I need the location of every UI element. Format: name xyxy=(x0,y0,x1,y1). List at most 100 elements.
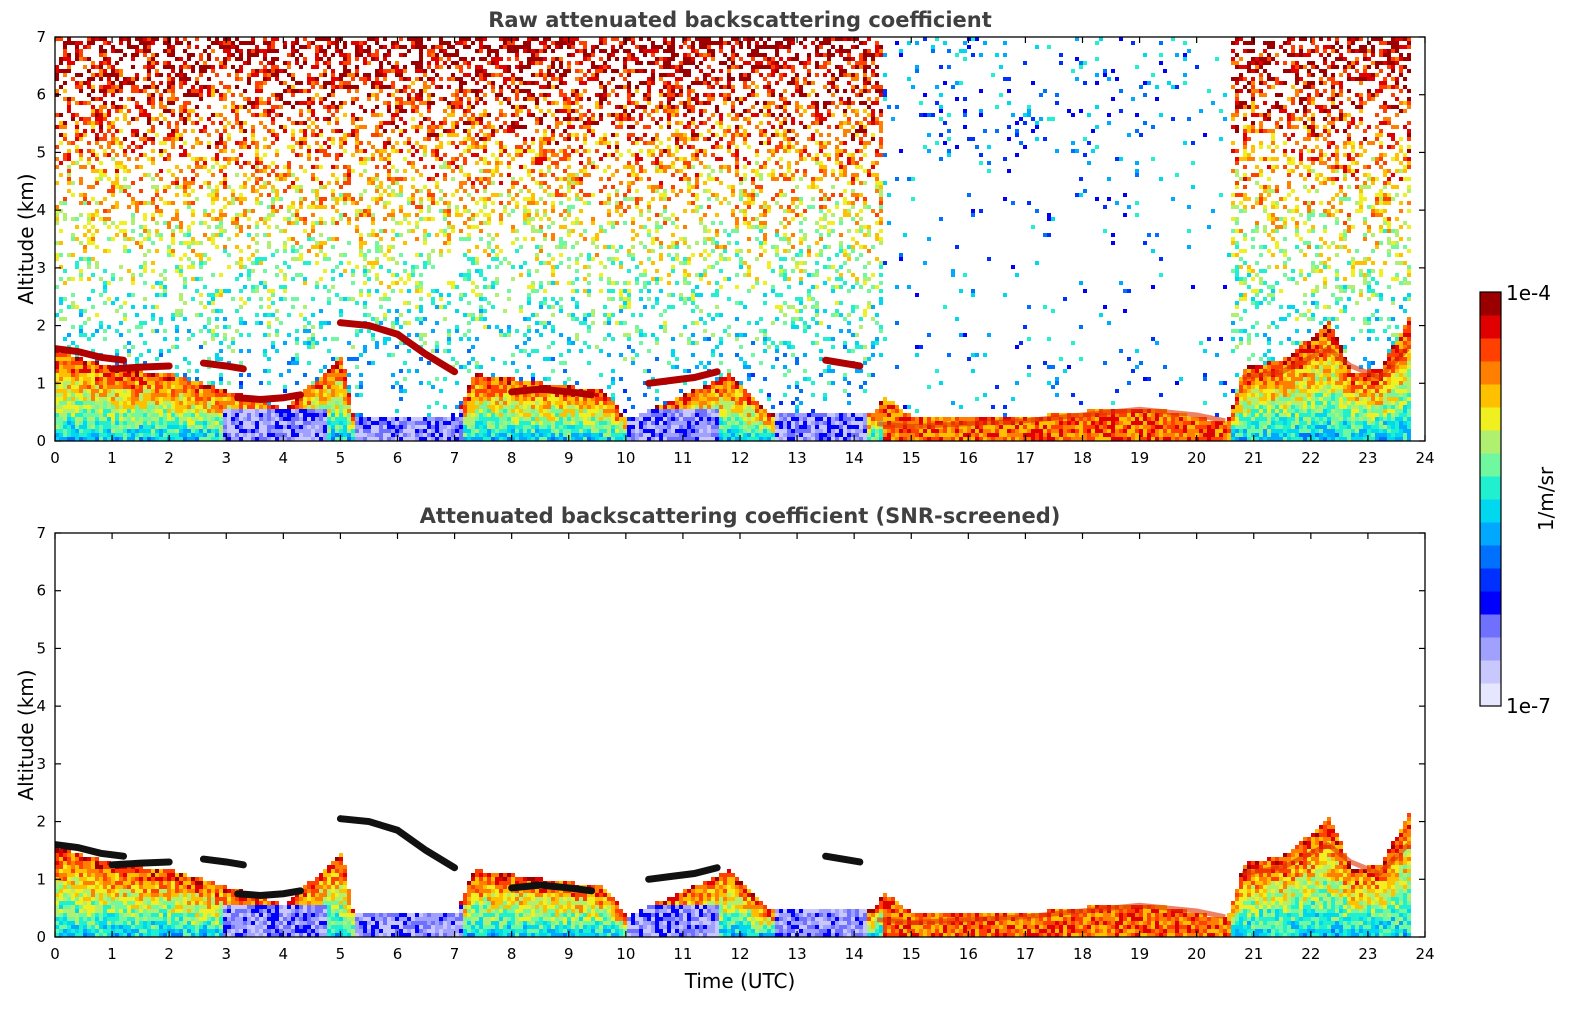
field-cell xyxy=(239,349,243,353)
field-cell xyxy=(451,53,455,57)
field-cell xyxy=(459,273,463,277)
field-cell xyxy=(263,413,267,417)
field-cell xyxy=(315,117,319,121)
field-cell xyxy=(515,97,519,101)
field-cell xyxy=(315,421,319,425)
field-cell xyxy=(259,101,263,105)
field-cell xyxy=(335,153,339,157)
field-cell xyxy=(407,429,411,433)
field-cell xyxy=(251,125,255,129)
field-cell xyxy=(483,385,487,389)
field-cell xyxy=(331,85,335,89)
field-cell xyxy=(291,429,295,433)
field-cell xyxy=(63,213,67,217)
field-cell xyxy=(291,77,295,81)
field-cell xyxy=(271,105,275,109)
field-cell xyxy=(155,429,159,433)
field-cell xyxy=(283,217,287,221)
field-cell xyxy=(475,269,479,273)
field-cell xyxy=(391,81,395,85)
field-cell xyxy=(163,393,167,397)
field-cell xyxy=(95,113,99,117)
field-cell xyxy=(79,329,83,333)
field-cell xyxy=(163,117,167,121)
field-cell xyxy=(239,57,243,61)
field-cell xyxy=(487,425,491,429)
field-cell xyxy=(231,405,235,409)
field-cell xyxy=(519,409,523,413)
field-cell xyxy=(55,113,59,117)
field-cell xyxy=(387,105,391,109)
field-cell xyxy=(179,429,183,433)
field-cell xyxy=(491,437,495,441)
field-cell xyxy=(151,373,155,377)
field-cell xyxy=(259,381,263,385)
field-cell xyxy=(83,373,87,377)
field-cell xyxy=(191,85,195,89)
field-cell xyxy=(99,65,103,69)
field-cell xyxy=(299,129,303,133)
field-cell xyxy=(495,117,499,121)
field-cell xyxy=(199,277,203,281)
field-cell xyxy=(219,289,223,293)
field-cell xyxy=(475,161,479,165)
field-cell xyxy=(267,109,271,113)
field-cell xyxy=(375,49,379,53)
field-cell xyxy=(527,433,531,437)
field-cell xyxy=(523,185,527,189)
field-cell xyxy=(251,113,255,117)
field-cell xyxy=(531,349,535,353)
field-cell xyxy=(307,105,311,109)
field-cell xyxy=(511,125,515,129)
field-cell xyxy=(295,217,299,221)
field-cell xyxy=(339,401,343,405)
field-cell xyxy=(295,153,299,157)
field-cell xyxy=(423,425,427,429)
field-cell xyxy=(335,181,339,185)
field-cell xyxy=(391,229,395,233)
field-cell xyxy=(239,333,243,337)
field-cell xyxy=(391,429,395,433)
field-cell xyxy=(383,417,387,421)
field-cell xyxy=(235,221,239,225)
field-cell xyxy=(291,213,295,217)
field-cell xyxy=(471,433,475,437)
field-cell xyxy=(351,413,355,417)
field-cell xyxy=(495,393,499,397)
field-cell xyxy=(139,41,143,45)
field-cell xyxy=(319,185,323,189)
field-cell xyxy=(395,233,399,237)
field-cell xyxy=(515,149,519,153)
field-cell xyxy=(499,181,503,185)
field-cell xyxy=(131,421,135,425)
field-cell xyxy=(503,37,507,41)
field-cell xyxy=(399,185,403,189)
field-cell xyxy=(259,121,263,125)
field-cell xyxy=(235,141,239,145)
field-cell xyxy=(419,49,423,53)
field-cell xyxy=(371,57,375,61)
field-cell xyxy=(255,49,259,53)
field-cell xyxy=(123,401,127,405)
field-cell xyxy=(251,53,255,57)
field-cell xyxy=(223,249,227,253)
field-cell xyxy=(499,141,503,145)
field-cell xyxy=(87,121,91,125)
field-cell xyxy=(247,429,251,433)
field-cell xyxy=(135,201,139,205)
field-cell xyxy=(419,97,423,101)
field-cell xyxy=(307,409,311,413)
field-cell xyxy=(499,261,503,265)
field-cell xyxy=(499,149,503,153)
field-cell xyxy=(475,389,479,393)
field-cell xyxy=(159,105,163,109)
field-cell xyxy=(207,417,211,421)
field-cell xyxy=(323,421,327,425)
field-cell xyxy=(115,409,119,413)
field-cell xyxy=(375,53,379,57)
field-cell xyxy=(363,437,367,441)
field-cell xyxy=(455,121,459,125)
field-cell xyxy=(499,385,503,389)
field-cell xyxy=(435,233,439,237)
field-cell xyxy=(447,85,451,89)
